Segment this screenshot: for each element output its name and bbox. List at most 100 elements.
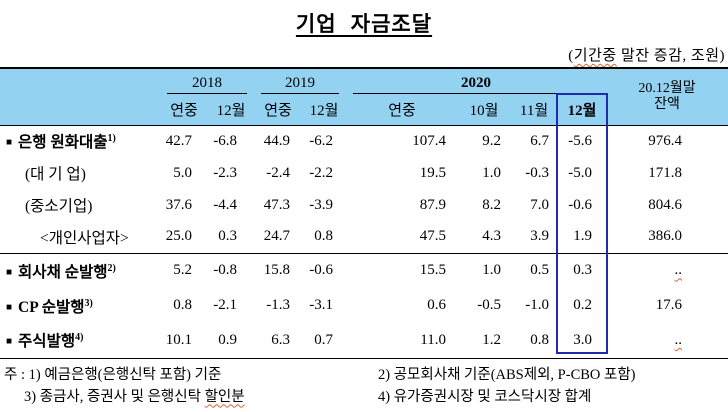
- footnote-4: 4) 유가증권시장 및 코스닥시장 합계: [378, 388, 592, 405]
- footnote-ref: 4): [75, 332, 84, 344]
- value-cell: 0.8: [173, 297, 192, 313]
- value-cell: 0.6: [427, 297, 446, 313]
- table-row-stock-issuance: ■ 주식발행4) 10.1 0.9 6.3 0.7 11.0 1.2 0.8 3.…: [0, 323, 728, 358]
- value-cell: 47.5: [419, 228, 446, 245]
- value-cell: 15.8: [254, 252, 302, 288]
- value-cell: -0.6: [302, 252, 346, 288]
- bullet-icon: ■: [6, 266, 13, 278]
- value-cell: 0.3: [558, 252, 606, 288]
- table-row-corporate-bonds: ■ 회사채 순발행2) 5.2 -0.8 15.8 -0.6 15.5 1.0 0…: [0, 252, 728, 288]
- financing-table: 2018 2019 2020 20.12월말 잔액 연중 12월 연중 12월 …: [0, 67, 728, 359]
- value-cell: ..: [606, 252, 728, 288]
- table-row-large-firms: (대 기 업) 5.0 -2.3 -2.4 -2.2 19.5 1.0 -0.3…: [0, 157, 728, 189]
- value-cell: -0.8: [208, 252, 254, 288]
- unit-note: (기간중 말잔 증감, 조원): [0, 44, 728, 64]
- col-header-2020-dec: 12월: [558, 94, 606, 125]
- row-label: 주식발행: [18, 333, 76, 351]
- value-cell: 1.0: [458, 252, 510, 288]
- footnote-3-highlight: 할인분: [204, 388, 245, 405]
- col-header-2018-yearly: 연중: [160, 94, 208, 125]
- value-cell: -6.8: [213, 132, 237, 149]
- value-cell: 10.1: [165, 331, 192, 348]
- row-label: (대 기 업): [25, 166, 86, 183]
- row-label: CP 순발행: [18, 298, 85, 316]
- value-cell: 0.8: [314, 228, 333, 245]
- value-cell: 6.3: [271, 331, 290, 348]
- value-cell: 44.9: [263, 132, 290, 149]
- unit-note-post: 말잔 증감, 조원): [616, 48, 725, 64]
- value-cell: 47.3: [263, 196, 290, 213]
- footnote-3: 3) 종금사, 증권사 및 은행신탁 할인분: [24, 388, 245, 405]
- value-cell: 1.0: [482, 164, 501, 181]
- value-cell: -3.1: [309, 297, 333, 313]
- value-cell: 5.2: [160, 252, 208, 288]
- value-cell: 0.3: [218, 228, 237, 245]
- row-label-cell: ■ 은행 원화대출1): [0, 125, 160, 157]
- footnote-ref: 1): [107, 133, 116, 145]
- value-cell: 804.6: [648, 196, 682, 213]
- col-header-2020-oct: 10월: [458, 94, 510, 125]
- unit-note-highlight: 기간중: [573, 48, 617, 64]
- value-cell: -1.0: [525, 297, 549, 313]
- value-cell: 4.3: [482, 228, 501, 245]
- footnote-ref: 3): [84, 297, 93, 309]
- table-row-sole-proprietors: <개인사업자> 25.0 0.3 24.7 0.8 47.5 4.3 3.9 1…: [0, 221, 728, 253]
- col-group-2020: 2020: [346, 68, 606, 94]
- value-cell: 107.4: [412, 132, 446, 149]
- row-label-cell: <개인사업자>: [0, 221, 160, 253]
- missing-value: ..: [674, 331, 683, 348]
- value-cell: 976.4: [648, 132, 682, 149]
- value-cell: 5.0: [173, 164, 192, 181]
- col-header-2020-nov: 11월: [510, 94, 558, 125]
- unit-note-pre: (: [568, 48, 574, 64]
- value-cell: 171.8: [648, 164, 682, 181]
- value-cell: 0.7: [314, 331, 333, 348]
- value-cell: 0.9: [218, 331, 237, 348]
- bullet-icon: ■: [6, 336, 13, 348]
- row-label-cell: (대 기 업): [0, 157, 160, 189]
- value-cell: -5.0: [568, 164, 592, 181]
- row-label: (중소기업): [25, 198, 93, 215]
- value-cell: 8.2: [482, 196, 501, 213]
- value-cell: -2.1: [213, 297, 237, 313]
- footnotes: 주 : 1) 예금은행(은행신탁 포함) 기준 2) 공모회사채 기준(ABS제…: [0, 364, 728, 408]
- value-cell: 6.7: [530, 132, 549, 149]
- balance-header-line1: 20.12월말: [638, 80, 696, 96]
- table-row-cp: ■ CP 순발행3) 0.8 -2.1 -1.3 -3.1 0.6 -0.5 -1…: [0, 288, 728, 323]
- col-group-2019: 2019: [254, 68, 346, 94]
- missing-value: ..: [674, 262, 683, 279]
- col-header-2018-dec: 12월: [208, 94, 254, 125]
- value-cell: 24.7: [263, 228, 290, 245]
- value-cell: 3.9: [530, 228, 549, 245]
- row-label: 회사채 순발행: [18, 263, 108, 281]
- value-cell: 19.5: [419, 164, 446, 181]
- value-cell: 9.2: [482, 132, 501, 149]
- value-cell: 0.2: [573, 297, 592, 313]
- value-cell: -1.3: [266, 297, 290, 313]
- value-cell: -0.3: [525, 164, 549, 181]
- value-cell: 42.7: [165, 132, 192, 149]
- col-header-2020-yearly: 연중: [346, 94, 458, 125]
- table-row-sme: (중소기업) 37.6 -4.4 47.3 -3.9 87.9 8.2 7.0 …: [0, 189, 728, 221]
- value-cell: -5.6: [568, 132, 592, 149]
- value-cell: 11.0: [420, 331, 446, 348]
- value-cell: 87.9: [419, 196, 446, 213]
- page-title: 기업 자금조달: [295, 12, 433, 36]
- col-header-balance: 20.12월말 잔액: [606, 68, 728, 125]
- value-cell: 7.0: [530, 196, 549, 213]
- value-cell: 1.9: [573, 228, 592, 245]
- table-area: 2018 2019 2020 20.12월말 잔액 연중 12월 연중 12월 …: [0, 67, 728, 359]
- row-label-cell: ■ 회사채 순발행2): [0, 252, 160, 288]
- col-header-2019-dec: 12월: [302, 94, 346, 125]
- value-cell: 1.2: [482, 331, 501, 348]
- value-cell: 15.5: [346, 252, 458, 288]
- value-cell: 37.6: [165, 196, 192, 213]
- value-cell: 0.5: [510, 252, 558, 288]
- bullet-icon: ■: [6, 301, 13, 313]
- row-label: <개인사업자>: [40, 229, 129, 247]
- value-cell: 0.8: [530, 331, 549, 348]
- value-cell: ..: [606, 323, 728, 358]
- bullet-icon: ■: [6, 137, 13, 149]
- table-row-bank-loans: ■ 은행 원화대출1) 42.7 -6.8 44.9 -6.2 107.4 9.2…: [0, 125, 728, 157]
